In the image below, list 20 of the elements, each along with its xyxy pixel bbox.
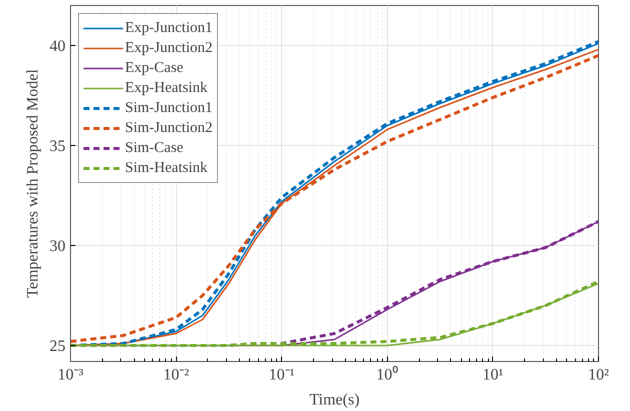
legend-label: Sim-Junction1 (125, 100, 213, 116)
legend-label: Sim-Junction2 (125, 120, 213, 136)
legend-label: Exp-Heatsink (125, 80, 208, 96)
legend-label: Sim-Heatsink (125, 160, 208, 176)
x-tick-label: 10⁻² (163, 366, 190, 384)
legend-label: Sim-Case (125, 140, 184, 156)
x-tick-label: 10² (588, 366, 610, 384)
x-axis-title: Time(s) (309, 392, 360, 408)
y-axis-title: Temperatures with Proposed Model (24, 68, 42, 298)
y-tick-label: 40 (50, 38, 66, 55)
legend-label: Exp-Case (125, 60, 184, 76)
legend-label: Exp-Junction2 (125, 40, 212, 56)
y-tick-label: 35 (50, 138, 66, 155)
x-tick-label: 10⁻³ (58, 366, 84, 384)
x-tick-label: 10⁰ (376, 366, 398, 384)
legend-label: Exp-Junction1 (125, 20, 212, 36)
x-tick-label: 10¹ (482, 366, 504, 384)
x-tick-label: 10⁻¹ (268, 366, 295, 384)
y-tick-label: 30 (50, 238, 66, 255)
y-tick-label: 25 (50, 338, 66, 355)
